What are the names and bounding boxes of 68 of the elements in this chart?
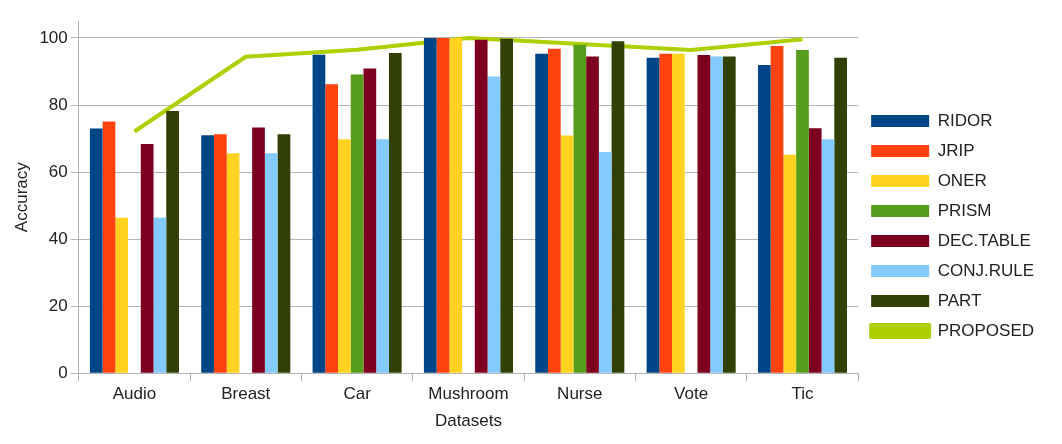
x-tick-label: Mushroom — [428, 384, 509, 404]
bar — [547, 48, 561, 373]
bar — [770, 46, 784, 373]
y-tick-label: 100 — [39, 27, 68, 47]
bar — [796, 50, 809, 373]
x-tick-label: Breast — [221, 384, 271, 404]
legend-label: RIDOR — [937, 110, 993, 130]
bar — [783, 154, 797, 373]
bar — [89, 128, 103, 373]
bar — [115, 217, 129, 373]
x-axis-title: Datasets — [434, 411, 502, 431]
bar — [449, 37, 463, 373]
legend-label: CONJ.RULE — [937, 260, 1034, 280]
bar — [598, 151, 612, 373]
x-tick-label: Vote — [674, 384, 709, 404]
bar — [586, 56, 599, 373]
bar — [487, 76, 501, 373]
bar — [646, 57, 660, 373]
bar — [560, 135, 574, 373]
x-tick-label: Audio — [112, 384, 157, 404]
bar — [312, 54, 326, 373]
bar — [213, 134, 227, 373]
bar — [153, 217, 167, 373]
bar — [500, 38, 513, 373]
bar — [277, 134, 291, 373]
legend-label: JRIP — [937, 140, 975, 160]
bar — [808, 128, 822, 373]
bar — [338, 139, 351, 373]
bar — [102, 121, 116, 373]
bar — [722, 56, 736, 373]
y-tick-label: 80 — [48, 94, 68, 114]
bar — [264, 153, 278, 373]
bar — [535, 53, 548, 373]
bar — [140, 143, 154, 373]
bar — [710, 56, 723, 373]
bar — [821, 139, 835, 373]
legend-label: PROPOSED — [937, 320, 1034, 340]
bar — [659, 53, 673, 373]
legend-label: DEC.TABLE — [937, 230, 1031, 250]
bar — [436, 37, 450, 373]
x-tick-label: Nurse — [557, 384, 603, 404]
bar — [325, 84, 339, 373]
bar — [350, 74, 364, 373]
bar — [474, 39, 488, 373]
bar — [363, 68, 377, 373]
bar — [252, 127, 265, 373]
x-tick-label: Car — [343, 384, 372, 404]
y-tick-label: 60 — [48, 161, 68, 181]
bar — [697, 55, 711, 373]
bar — [376, 139, 389, 373]
y-tick-label: 0 — [58, 362, 68, 382]
y-axis-title: Accuracy — [11, 161, 31, 233]
bar — [757, 65, 771, 373]
y-tick-label: 20 — [48, 295, 68, 315]
bar — [611, 41, 625, 373]
bar — [166, 111, 179, 373]
bar — [672, 53, 685, 373]
x-tick-label: Tic — [791, 384, 814, 404]
bar — [226, 153, 240, 373]
y-tick-label: 40 — [48, 228, 68, 248]
legend-label: ONER — [937, 170, 987, 190]
bar — [834, 57, 848, 373]
legend-label: PART — [937, 290, 982, 310]
bar — [201, 135, 214, 373]
legend-label: PRISM — [937, 200, 992, 220]
bar — [573, 44, 587, 373]
bar — [423, 37, 437, 373]
bar — [388, 53, 402, 373]
